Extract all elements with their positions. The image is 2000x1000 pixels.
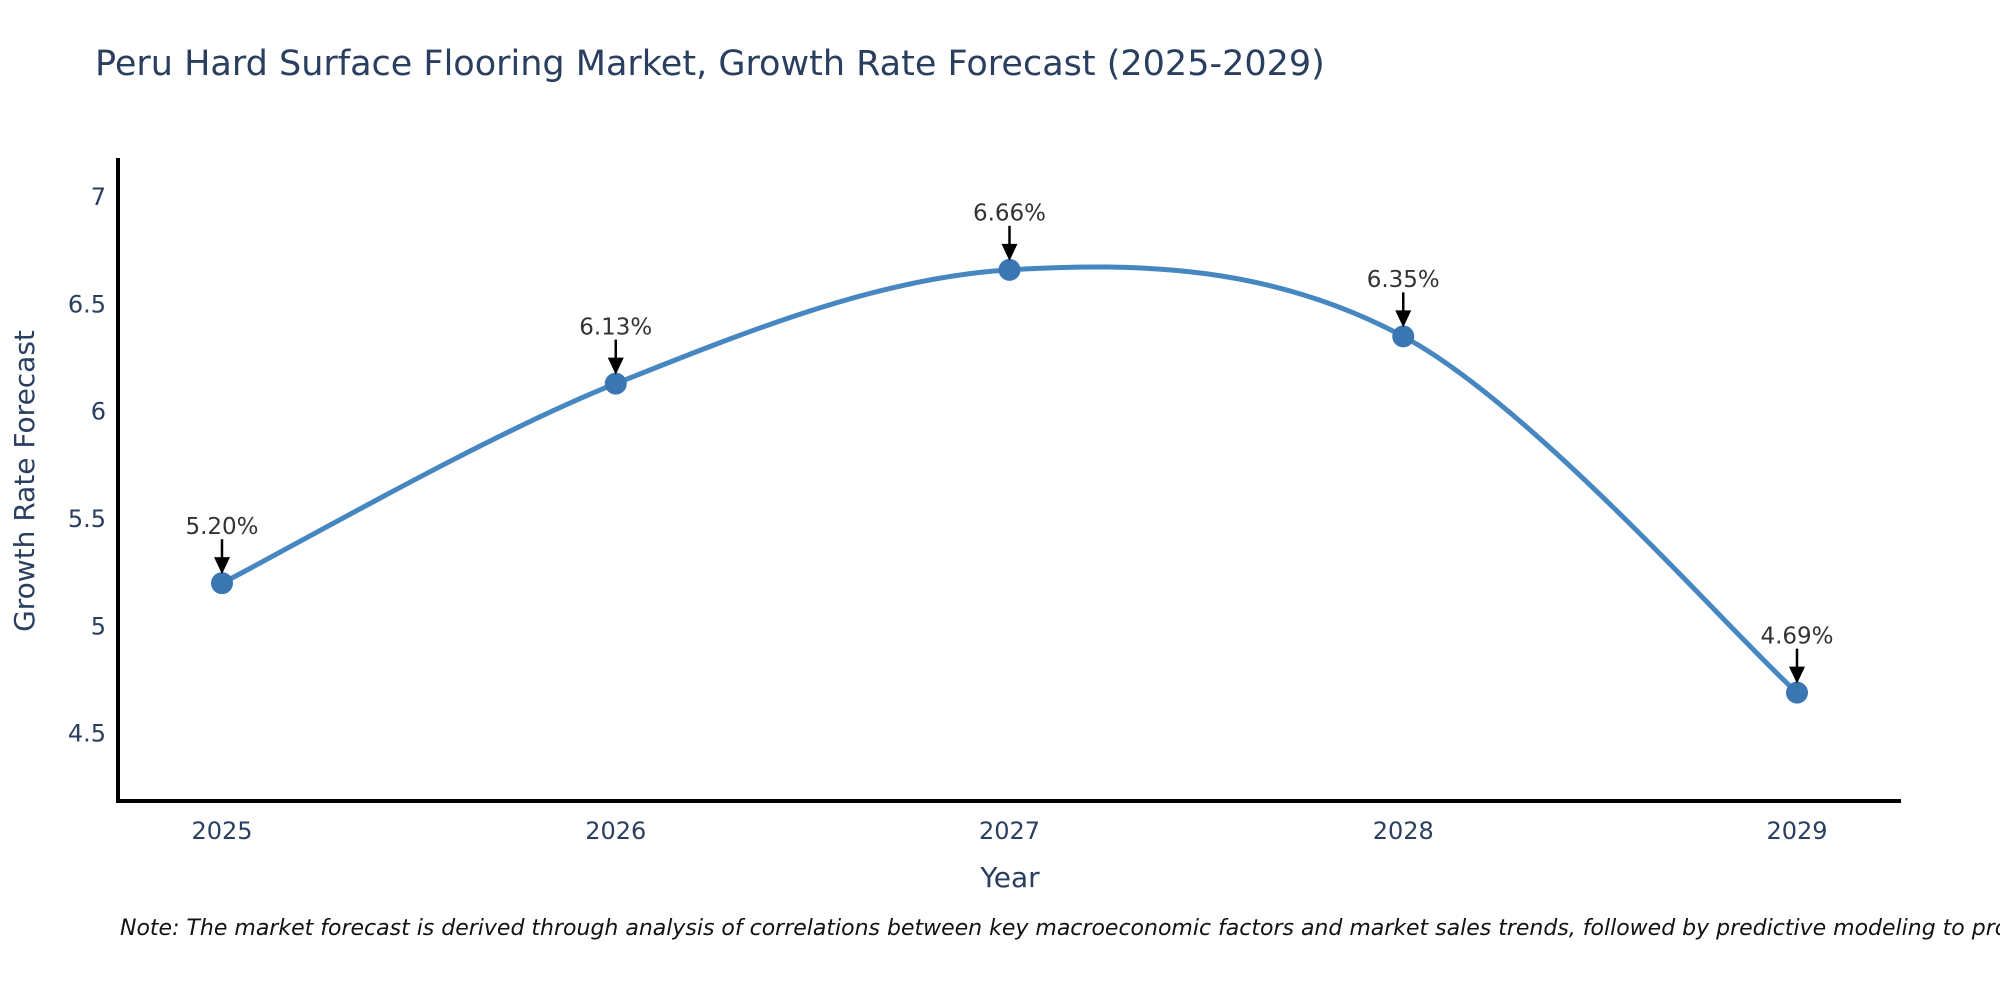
data-point-marker[interactable] (998, 258, 1021, 281)
x-tick-label: 2025 (191, 817, 252, 845)
y-tick-label: 6.5 (68, 290, 106, 318)
x-tick-label: 2027 (979, 817, 1040, 845)
footnote: Note: The market forecast is derived thr… (120, 916, 2000, 941)
y-tick-label: 7 (91, 183, 106, 211)
annotation-arrowhead (214, 557, 230, 575)
x-tick-label: 2026 (585, 817, 646, 845)
data-point-marker[interactable] (604, 372, 627, 395)
x-tick-label: 2028 (1373, 817, 1434, 845)
data-point-label: 4.69% (1760, 623, 1833, 649)
data-point-label: 6.35% (1367, 267, 1440, 293)
data-point-marker[interactable] (211, 572, 233, 595)
y-tick-label: 4.5 (68, 720, 106, 748)
data-point-label: 5.20% (185, 514, 258, 540)
y-axis-title: Growth Rate Forecast (8, 330, 41, 632)
x-axis-title: Year (979, 861, 1040, 894)
data-point-marker[interactable] (1786, 681, 1808, 704)
generated-chart-layer: 4.5 5 5.5 6 6.5 7 2025 2026 2027 2028 2029 5.20% 6.1… (68, 158, 1901, 845)
chart-title: Peru Hard Surface Flooring Market, Growt… (95, 44, 1325, 84)
data-point-marker[interactable] (1392, 325, 1415, 348)
data-point-label: 6.13% (579, 314, 652, 340)
annotation-arrowhead (1395, 310, 1412, 328)
annotation-arrowhead (607, 357, 624, 375)
x-tick-label: 2029 (1766, 817, 1827, 845)
y-tick-label: 5 (91, 612, 106, 640)
annotation-arrowhead (1001, 243, 1018, 261)
y-tick-label: 6 (91, 398, 106, 426)
y-tick-label: 5.5 (68, 505, 106, 533)
data-point-label: 6.66% (973, 201, 1046, 227)
series-line (219, 264, 1800, 696)
annotation-arrowhead (1789, 666, 1805, 684)
